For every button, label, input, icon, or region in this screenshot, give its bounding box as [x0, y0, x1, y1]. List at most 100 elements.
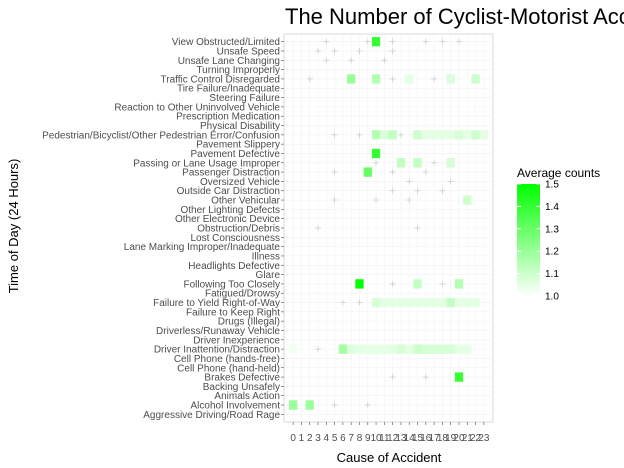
empty-cell-marker [422, 38, 429, 45]
heatmap-cell [446, 297, 455, 308]
empty-cell-marker [389, 38, 396, 45]
y-tick-label: Pavement Defective [191, 149, 281, 160]
empty-cell-marker [373, 197, 380, 204]
empty-cell-marker [373, 159, 380, 166]
y-tick-label: Cell Phone (hand-held) [177, 363, 280, 374]
legend-title: Average counts [517, 166, 600, 180]
y-tick-label: Glare [256, 270, 281, 281]
y-tick-label: Traffic Control Disregarded [161, 74, 281, 85]
empty-cell-marker [397, 131, 404, 138]
y-tick-label: Failure to Yield Right-of-Way [153, 298, 280, 309]
heatmap-cell [479, 130, 488, 140]
x-tick-label: 15 [412, 433, 424, 444]
empty-cell-marker [323, 38, 330, 45]
y-tick-label: Aggressive Driving/Road Rage [143, 410, 280, 421]
heatmap-cell [355, 279, 364, 289]
y-tick-label: Prescription Medication [176, 112, 280, 123]
heatmap-cell [413, 158, 422, 168]
y-tick-label: Illness [252, 251, 280, 262]
heatmap-cell [446, 158, 455, 168]
x-tick-label: 22 [470, 433, 482, 444]
x-tick-label: 12 [387, 433, 399, 444]
heatmap-cell [421, 344, 430, 354]
heatmap-cell [413, 297, 422, 308]
y-tick-label: Pedestrian/Bicyclist/Other Pedestrian Er… [42, 130, 280, 141]
legend-tick-label: 1.5 [545, 180, 559, 191]
heatmap-cell [388, 297, 397, 308]
y-tick-label: Unsafe Speed [217, 46, 280, 57]
empty-cell-marker [381, 57, 388, 64]
heatmap-cell [396, 297, 406, 308]
x-tick-label: 20 [453, 433, 465, 444]
y-tick-label: Reaction to Other Uninvolved Vehicle [114, 102, 280, 113]
empty-cell-marker [315, 346, 322, 353]
heatmap-cell [371, 344, 381, 354]
x-tick-label: 0 [290, 433, 296, 444]
x-tick-label: 19 [445, 433, 457, 444]
plot-panel [283, 33, 494, 423]
heatmap-cell [371, 130, 381, 140]
x-tick-label: 14 [404, 433, 416, 444]
empty-cell-marker [331, 402, 338, 409]
heatmap-cell [371, 74, 381, 84]
heatmap-cell [438, 297, 447, 308]
y-tick-label: Oversized Vehicle [200, 177, 280, 188]
heatmap-cell [371, 37, 381, 47]
heatmap-cell [388, 344, 397, 354]
heatmap-cell [454, 279, 464, 289]
heatmap-cell [463, 195, 472, 205]
x-tick-label: 17 [429, 433, 441, 444]
heatmap-cell [471, 130, 480, 140]
heatmap-cell [405, 74, 414, 84]
y-axis-label: Time of Day (24 Hours) [6, 159, 21, 294]
x-tick-label: 5 [332, 433, 338, 444]
heatmap-cell [396, 344, 406, 354]
heatmap-cell [405, 344, 414, 354]
y-tick-label: Other Electronic Device [175, 214, 280, 225]
heatmap-cell [380, 297, 389, 308]
y-tick-label: Driverless/Runaway Vehicle [156, 326, 280, 337]
heatmap-cell [429, 297, 439, 308]
empty-cell-marker [315, 47, 322, 54]
heatmap-cell [363, 167, 372, 177]
heatmap-cell [421, 130, 430, 140]
heatmap-cell [438, 130, 447, 140]
y-tick-label: Drugs (Illegal) [218, 317, 280, 328]
y-tick-label: Following Too Closely [183, 279, 280, 290]
heatmap-cell [347, 344, 356, 354]
x-tick-label: 21 [462, 433, 474, 444]
empty-cell-marker [431, 159, 438, 166]
empty-cell-marker [331, 131, 338, 138]
empty-cell-marker [364, 402, 371, 409]
heatmap-cell [405, 297, 414, 308]
empty-cell-marker [439, 38, 446, 45]
heatmap-cell [446, 130, 455, 140]
empty-cell-marker [431, 75, 438, 82]
heatmap-cell [355, 344, 364, 354]
legend-tick-label: 1.4 [545, 202, 559, 213]
heatmap-cell [429, 130, 439, 140]
y-tick-label: Driver Inattention/Distraction [154, 345, 280, 356]
empty-cell-marker [406, 197, 413, 204]
y-tick-label: Unsafe Lane Changing [178, 56, 280, 67]
x-tick-label: 11 [379, 433, 390, 444]
heatmap-cell [413, 344, 422, 354]
heatmap-cell [471, 74, 480, 84]
heatmap-cell [338, 344, 348, 354]
heatmap-cell [463, 344, 472, 354]
empty-cell-marker [389, 280, 396, 287]
empty-cell-marker [331, 197, 338, 204]
heatmap-cell [396, 158, 406, 168]
x-tick-label: 23 [478, 433, 490, 444]
empty-cell-marker [331, 169, 338, 176]
empty-cell-marker [389, 187, 396, 194]
y-tick-label: Other Lighting Defects [181, 205, 281, 216]
x-tick-label: 6 [340, 433, 346, 444]
x-axis-label: Cause of Accident [337, 450, 442, 465]
empty-cell-marker [422, 374, 429, 381]
empty-cell-marker [315, 225, 322, 231]
x-tick-label: 13 [395, 433, 407, 444]
heatmap-cell [289, 344, 298, 354]
